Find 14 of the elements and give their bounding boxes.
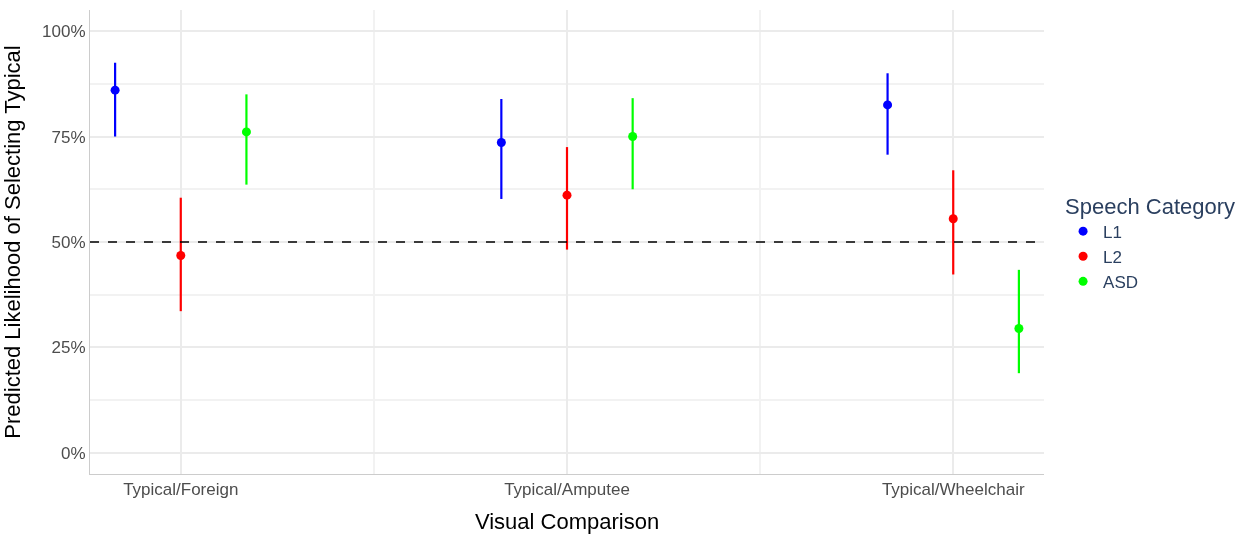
y-tick-label: 25% <box>51 338 86 358</box>
y-tick-label: 100% <box>42 22 86 42</box>
y-tick-label: 0% <box>61 443 86 463</box>
x-tick-label: Typical/Wheelchair <box>881 480 1025 500</box>
legend-title: Speech Category <box>1065 193 1236 219</box>
x-axis-title: Visual Comparison <box>474 509 660 535</box>
legend-label: L2 <box>1103 247 1122 267</box>
x-tick-label: Typical/Foreign <box>123 480 239 500</box>
y-tick-label: 75% <box>51 127 86 147</box>
legend-label: L1 <box>1103 222 1122 242</box>
y-tick-label: 50% <box>51 232 86 252</box>
legend-label: ASD <box>1103 272 1139 292</box>
x-tick-label: Typical/Amputee <box>504 480 630 500</box>
y-axis-title: Predicted Likelihood of Selecting Typical <box>0 45 25 439</box>
